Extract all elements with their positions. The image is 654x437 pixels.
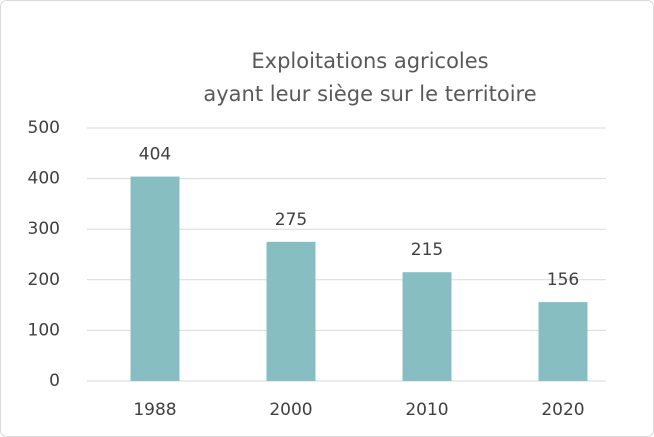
- bar: [130, 176, 180, 381]
- bar: [538, 302, 588, 381]
- chart-title: Exploitations agricoles: [251, 49, 488, 73]
- x-tick-label: 2010: [405, 400, 448, 420]
- data-label: 215: [411, 240, 443, 260]
- chart-title: ayant leur siège sur le territoire: [203, 82, 536, 106]
- y-tick-label: 300: [28, 219, 60, 239]
- bar: [266, 241, 316, 381]
- bar: [402, 272, 452, 381]
- y-tick-label: 500: [28, 118, 60, 138]
- y-tick-label: 0: [49, 371, 60, 391]
- x-tick-label: 1988: [133, 400, 176, 420]
- y-tick-label: 200: [28, 270, 60, 290]
- y-tick-label: 400: [28, 169, 60, 189]
- y-tick-label: 100: [28, 320, 60, 340]
- data-label: 404: [139, 145, 171, 165]
- x-tick-label: 2000: [269, 400, 312, 420]
- data-label: 156: [547, 270, 579, 290]
- x-tick-label: 2020: [541, 400, 584, 420]
- data-label: 275: [275, 210, 307, 230]
